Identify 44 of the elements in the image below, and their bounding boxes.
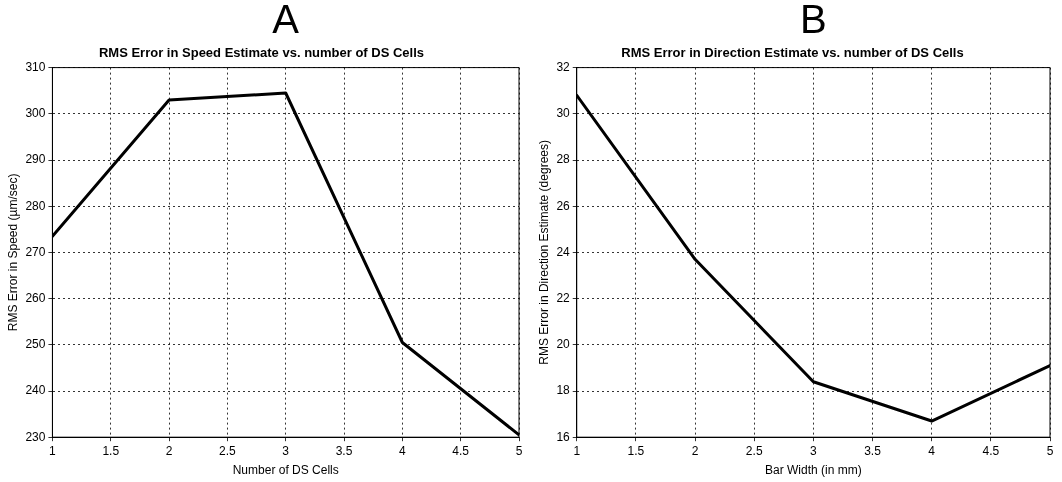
y-tick-label: 20 (556, 337, 571, 352)
text: B (800, 0, 827, 42)
y-axis-title: RMS Error in Direction Estimate (degrees) (536, 140, 551, 365)
x-tick-label: 2.5 (745, 443, 763, 458)
chart-title: RMS Error in Direction Estimate vs. number of DS Cells (621, 45, 964, 61)
y-tick-label: 240 (25, 383, 46, 398)
y-tick-label: 280 (25, 198, 46, 213)
y-tick-label: 230 (25, 429, 46, 444)
x-tick-label: 3.5 (335, 443, 353, 458)
x-tick-label: 3.5 (864, 443, 882, 458)
x-tick-label: 3 (810, 443, 818, 458)
y-tick-label: 300 (25, 106, 46, 121)
x-tick-label: 1.5 (627, 443, 645, 458)
x-tick-label: 2.5 (219, 443, 237, 458)
x-tick-label: 5 (515, 443, 523, 458)
y-tick-label: 32 (556, 59, 571, 74)
y-tick-label: 30 (556, 106, 571, 121)
y-tick-label: 16 (556, 429, 571, 444)
y-tick-label: 18 (556, 383, 571, 398)
x-tick-label: 4 (399, 443, 407, 458)
x-tick-label: 4.5 (452, 443, 470, 458)
x-tick-label: 2 (691, 443, 699, 458)
x-tick-label: 1 (573, 443, 581, 458)
x-tick-label: 1.5 (102, 443, 120, 458)
x-tick-label: 4.5 (982, 443, 1000, 458)
y-tick-label: 250 (25, 337, 46, 352)
y-tick-label: 22 (556, 290, 571, 305)
text: A (272, 0, 300, 42)
x-tick-label: 4 (928, 443, 936, 458)
x-tick-label: 5 (1046, 443, 1054, 458)
y-tick-label: 260 (25, 290, 46, 305)
x-tick-label: 3 (282, 443, 290, 458)
x-axis-title: Number of DS Cells (232, 463, 339, 478)
y-tick-label: 310 (25, 59, 46, 74)
chart-title: RMS Error in Speed Estimate vs. number of DS Cells (98, 45, 425, 61)
y-tick-label: 24 (556, 244, 571, 259)
y-tick-label: 290 (25, 152, 46, 167)
y-tick-label: 28 (556, 152, 571, 167)
x-axis-title: Bar Width (in mm) (765, 463, 862, 478)
y-axis-title: RMS Error in Speed (µm/sec) (5, 173, 20, 332)
y-tick-label: 270 (25, 244, 46, 259)
x-tick-label: 2 (165, 443, 173, 458)
x-tick-label: 1 (49, 443, 57, 458)
y-tick-label: 26 (556, 198, 571, 213)
